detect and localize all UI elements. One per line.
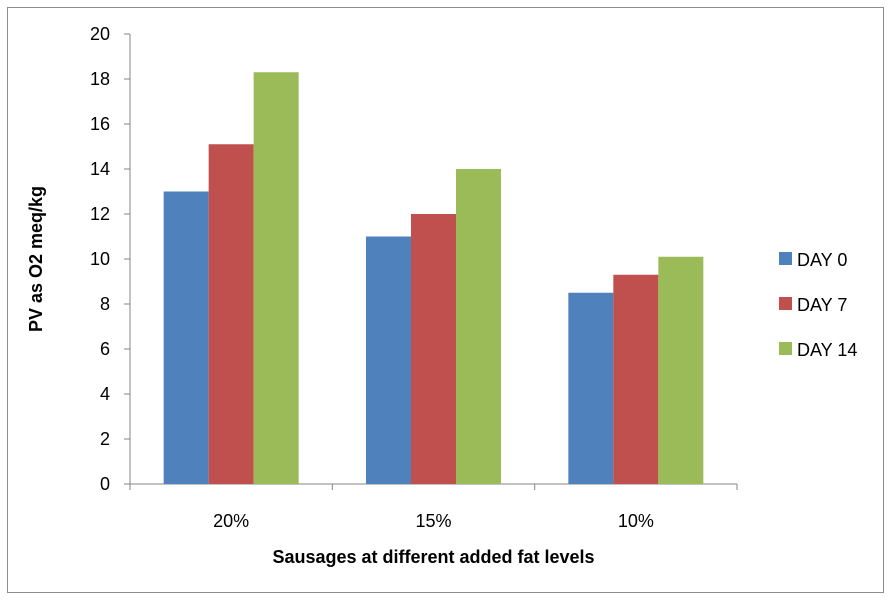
legend-label: DAY 0 — [797, 250, 847, 270]
bar-day-0 — [568, 292, 614, 484]
legend-swatch — [779, 297, 792, 310]
y-tick-label: 16 — [90, 114, 110, 134]
bar-day-14 — [456, 169, 501, 484]
y-tick-label: 12 — [90, 204, 110, 224]
x-tick-label: 10% — [618, 511, 654, 531]
bar-day-7 — [208, 144, 254, 484]
legend-label: DAY 14 — [797, 340, 857, 360]
y-tick-label: 18 — [90, 69, 110, 89]
bar-day-0 — [163, 191, 209, 484]
y-tick-label: 0 — [100, 474, 110, 494]
bars-group — [163, 72, 704, 484]
x-tick-label: 20% — [213, 511, 249, 531]
y-tick-label: 2 — [100, 429, 110, 449]
y-tick-label: 4 — [100, 384, 110, 404]
y-tick-label: 8 — [100, 294, 110, 314]
y-axis-ticks: 0 2 4 6 8 10 12 14 16 18 20 — [90, 24, 130, 494]
bar-day-7 — [411, 214, 456, 484]
plot-area: 0 2 4 6 8 10 12 14 16 18 20 20% 15% 10% — [90, 24, 738, 531]
y-tick-label: 6 — [100, 339, 110, 359]
x-tick-label: 15% — [415, 511, 451, 531]
legend-swatch — [779, 342, 792, 355]
legend-label: DAY 7 — [797, 295, 847, 315]
x-axis-ticks: 20% 15% 10% — [129, 484, 738, 531]
y-tick-label: 10 — [90, 249, 110, 269]
x-axis-title: Sausages at different added fat levels — [272, 547, 594, 567]
y-tick-label: 14 — [90, 159, 110, 179]
bar-day-7 — [613, 274, 659, 484]
bar-day-14 — [658, 256, 704, 484]
bar-day-0 — [366, 236, 411, 484]
legend-swatch — [779, 252, 792, 265]
y-axis-title: PV as O2 meq/kg — [26, 186, 46, 332]
bar-day-14 — [253, 72, 299, 484]
y-tick-label: 20 — [90, 24, 110, 44]
legend: DAY 0 DAY 7 DAY 14 — [779, 250, 857, 360]
